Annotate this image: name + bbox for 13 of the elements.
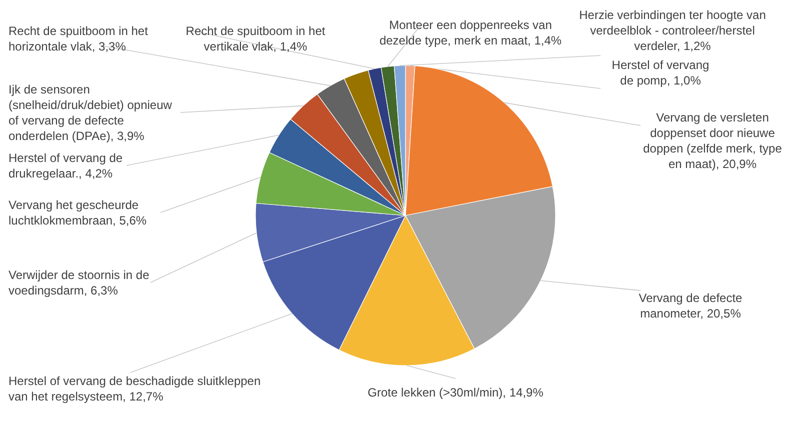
slice-label: Vervang de defecte manometer, 20,5% xyxy=(638,290,743,320)
slice-label: Herstel of vervang de drukregelaar., 4,2% xyxy=(8,150,123,180)
slice-label: Verwijder de stoornis in de voedingsdarm, 6,3% xyxy=(8,268,150,298)
slice-label: Grote lekken (>30ml/min), 14,9% xyxy=(368,386,544,400)
slice-label: Herzie verbindingen ter hoogte van verdeelblok - controleer/herstel verdeler, 1,2% xyxy=(579,8,766,53)
slice-label: Monteer een doppenreeks van dezelde type, merk en maat, 1,4% xyxy=(379,18,562,48)
slice-label: Herstel of vervang de pomp, 1,0% xyxy=(612,58,710,88)
slice-label: Herstel of vervang de beschadigde sluitkleppen van het regelsysteem, 12,7% xyxy=(8,374,261,404)
slice-label: Vervang het gescheurde luchtklokmembraan, 5,6% xyxy=(8,198,147,228)
slice-label: Recht de spuitboom in het vertikale vlak, 1,4% xyxy=(186,24,326,54)
slice-label: Vervang de versleten doppenset door nieuwe doppen (zelfde merk, type en maat), 20,9% xyxy=(643,110,782,171)
slice-label: Recht de spuitboom in het horizontale vlak, 3,3% xyxy=(8,24,149,54)
slice-label: Ijk de sensoren (snelheid/druk/debiet) opnieuw of vervang de defecte onderdelen (DPAe), 3,9% xyxy=(8,82,172,143)
